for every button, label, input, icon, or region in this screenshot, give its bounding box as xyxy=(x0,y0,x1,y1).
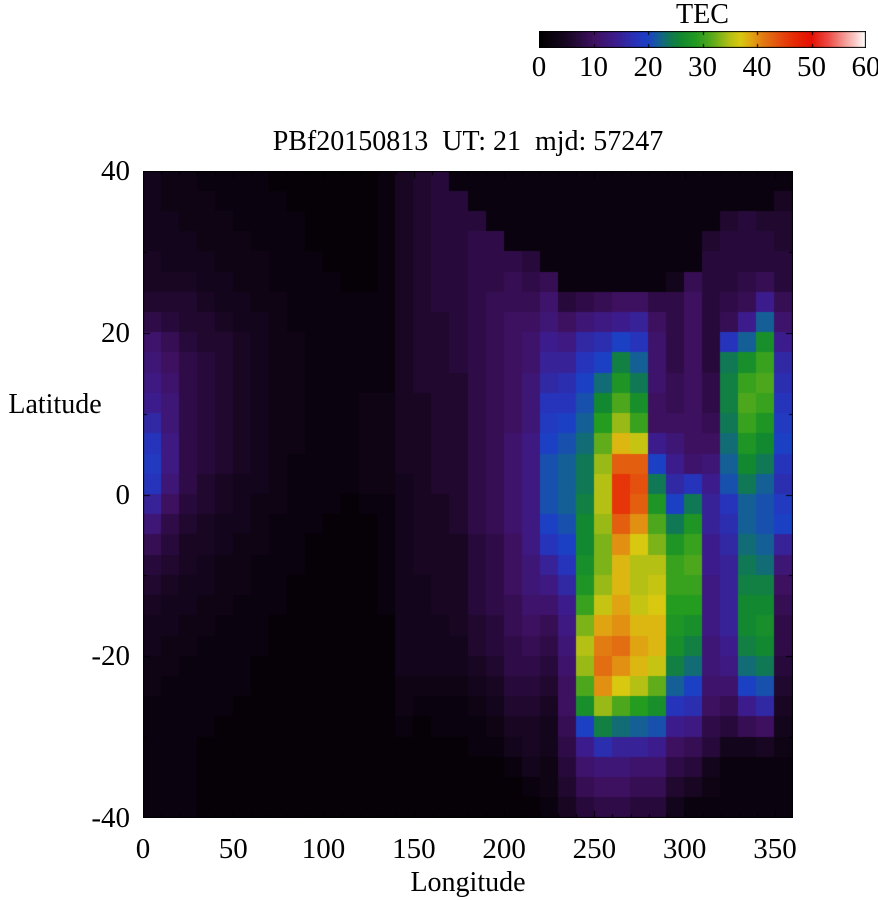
tec-heatmap-canvas xyxy=(143,171,793,818)
y-tick-label: 0 xyxy=(115,478,131,511)
colorbar-tick-label: 10 xyxy=(579,51,608,83)
y-axis-title: Latitude xyxy=(8,389,102,420)
y-tick-label: -40 xyxy=(91,802,130,834)
colorbar-tick-label: 30 xyxy=(688,51,717,83)
x-tick-label: 200 xyxy=(482,833,526,865)
x-tick-label: 350 xyxy=(753,833,797,865)
colorbar-tick-label: 40 xyxy=(742,51,772,83)
colorbar-gradient xyxy=(539,31,866,48)
y-tick-label: 20 xyxy=(101,316,130,349)
colorbar-title: TEC xyxy=(676,0,729,30)
x-tick-label: 50 xyxy=(218,833,248,865)
y-tick-label: -20 xyxy=(91,640,130,673)
x-tick-label: 0 xyxy=(135,833,151,865)
colorbar-tick-label: 50 xyxy=(797,51,826,83)
x-tick-label: 100 xyxy=(301,833,346,865)
colorbar-tick-label: 0 xyxy=(531,51,547,83)
y-tick-label: 40 xyxy=(101,155,130,187)
colorbar-tick-label: 60 xyxy=(851,51,878,83)
colorbar-tick-label: 20 xyxy=(633,51,663,83)
x-axis-title: Longitude xyxy=(410,867,526,898)
x-tick-label: 300 xyxy=(662,833,707,865)
plot-title: PBf20150813 UT: 21 mjd: 57247 xyxy=(272,126,664,157)
x-tick-label: 250 xyxy=(572,833,617,865)
x-tick-label: 150 xyxy=(392,833,436,865)
